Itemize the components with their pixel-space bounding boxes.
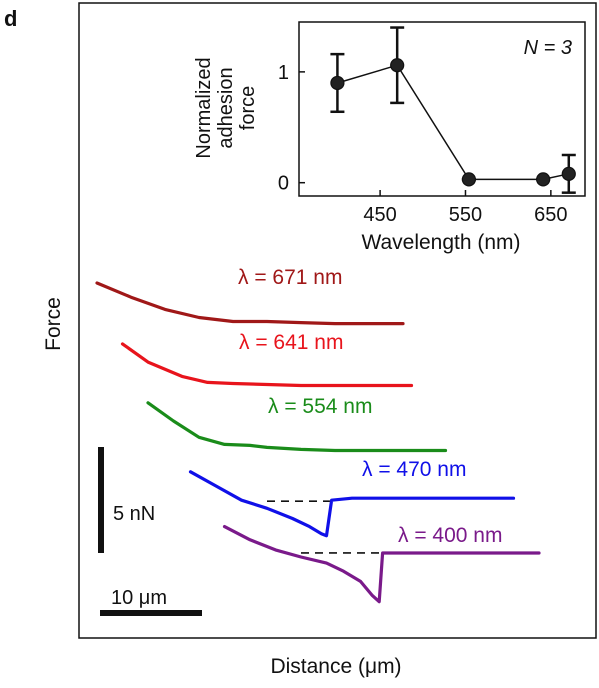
inset-point-2 bbox=[461, 172, 476, 187]
inset-ticks: 450 550 650 0 1 bbox=[278, 62, 568, 226]
force-curves bbox=[95, 281, 541, 604]
inset-y-axis-label: Normalized adhesion force bbox=[193, 57, 259, 158]
inset-annotation: N = 3 bbox=[524, 37, 572, 59]
inset-plot: N = 3 Wavelength (nm) Normalized adhesio… bbox=[193, 21, 586, 254]
inset-y-tick-label-0: 0 bbox=[278, 173, 289, 195]
inset-y-label-line-1: Normalized bbox=[193, 57, 215, 158]
inset-y-label-line-3: force bbox=[237, 86, 259, 130]
force-curve-4 bbox=[222, 525, 541, 604]
distance-scale-label: 10 μm bbox=[111, 587, 167, 609]
force-scale-label: 5 nN bbox=[113, 503, 155, 525]
main-y-axis-label: Force bbox=[42, 297, 65, 351]
inset-points bbox=[330, 26, 576, 194]
panel-label: d bbox=[4, 6, 17, 31]
inset-point-3 bbox=[536, 172, 551, 187]
inset-point-1 bbox=[390, 58, 405, 73]
inset-y-label-line-2: adhesion bbox=[215, 67, 237, 148]
force-curve-3 bbox=[188, 470, 516, 538]
inset-point-0 bbox=[330, 75, 345, 91]
inset-frame bbox=[298, 21, 586, 197]
series-label-671: λ = 671 nm bbox=[238, 266, 342, 289]
series-label-641: λ = 641 nm bbox=[239, 331, 343, 354]
force-curve-0 bbox=[95, 281, 405, 326]
series-label-554: λ = 554 nm bbox=[268, 395, 372, 418]
inset-x-tick-label-2: 650 bbox=[534, 204, 567, 226]
inset-x-tick-label-1: 550 bbox=[449, 204, 482, 226]
inset-x-axis-label: Wavelength (nm) bbox=[361, 231, 520, 254]
inset-y-tick-label-1: 1 bbox=[278, 62, 289, 84]
force-curve-1 bbox=[120, 342, 414, 388]
inset-x-tick-label-0: 450 bbox=[363, 204, 396, 226]
force-curve-2 bbox=[146, 401, 448, 453]
main-x-axis-label: Distance (μm) bbox=[270, 655, 401, 678]
main-plot-frame bbox=[78, 2, 597, 639]
series-label-470: λ = 470 nm bbox=[362, 458, 466, 481]
series-label-400: λ = 400 nm bbox=[398, 524, 502, 547]
baseline-dashes bbox=[267, 500, 383, 554]
inset-point-4 bbox=[561, 166, 576, 181]
